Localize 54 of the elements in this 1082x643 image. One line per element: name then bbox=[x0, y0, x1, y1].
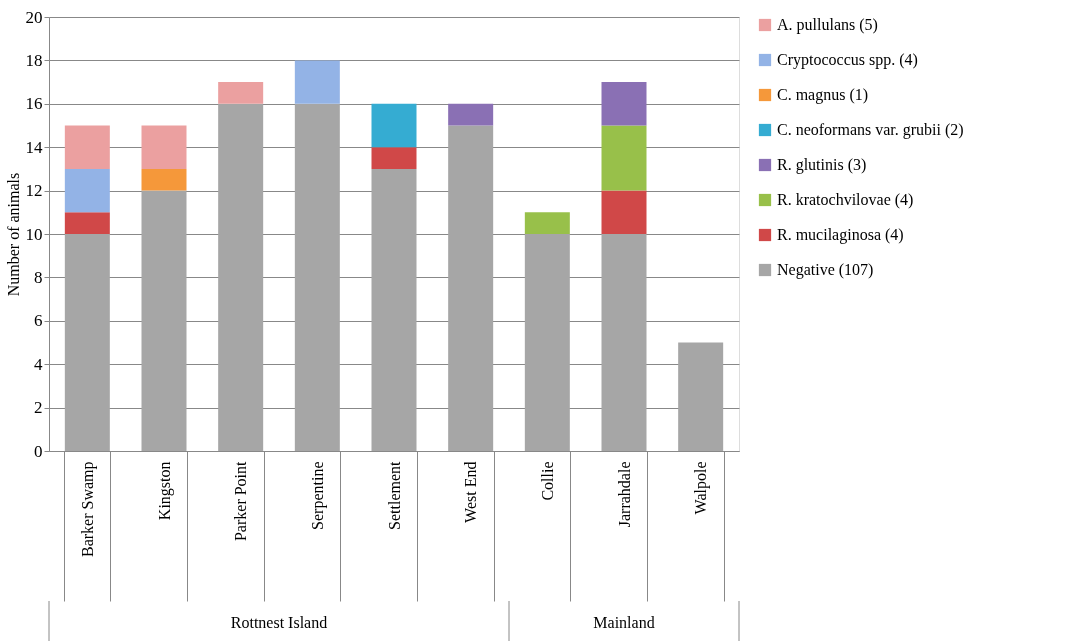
bar bbox=[371, 168, 417, 451]
bar bbox=[294, 103, 340, 451]
legend-label: C. magnus (1) bbox=[777, 86, 869, 104]
y-tick-label: 16 bbox=[25, 94, 43, 114]
text: Mainland bbox=[593, 614, 655, 631]
x-tick-label: West End bbox=[462, 461, 480, 523]
bar bbox=[601, 190, 647, 234]
x-tick-label: Serpentine bbox=[308, 461, 327, 530]
bar bbox=[524, 212, 570, 234]
legend-label: R. kratochvilovae (4) bbox=[777, 191, 914, 209]
text: Rottnest Island bbox=[230, 614, 328, 631]
y-tick-label: 10 bbox=[25, 224, 43, 244]
legend-label: Negative (107) bbox=[777, 261, 874, 279]
legend-label: R. mucilaginosa (4) bbox=[777, 226, 904, 244]
y-tick-label: 18 bbox=[25, 50, 43, 70]
y-tick-label: 0 bbox=[34, 441, 43, 461]
x-tick-label: Jarrahdale bbox=[615, 461, 633, 528]
x-tick-label: Barker Swamp bbox=[78, 461, 97, 558]
x-tick-label: Kingston bbox=[155, 461, 174, 521]
legend-label: C. neoformans var. grubii (2) bbox=[777, 121, 964, 139]
bar bbox=[64, 212, 110, 234]
bar bbox=[371, 103, 417, 148]
legend-label: A. pullulans (5) bbox=[777, 16, 878, 34]
bar bbox=[601, 234, 647, 451]
bar bbox=[64, 125, 110, 169]
bar bbox=[141, 190, 187, 451]
bar bbox=[524, 234, 570, 451]
bar bbox=[601, 82, 647, 126]
bar bbox=[601, 125, 647, 191]
y-axis-title: Number of animals bbox=[4, 172, 22, 297]
y-tick-label: 6 bbox=[34, 311, 43, 331]
y-tick-label: 8 bbox=[34, 267, 43, 287]
legend-label: R. glutinis (3) bbox=[777, 156, 867, 174]
x-tick-label: Walpole bbox=[692, 461, 711, 515]
bar bbox=[218, 103, 264, 451]
bar bbox=[64, 168, 110, 213]
y-tick-label: 2 bbox=[34, 398, 43, 418]
bar bbox=[371, 147, 417, 169]
bar bbox=[294, 60, 340, 104]
bar bbox=[141, 168, 187, 191]
legend-label: Cryptococcus spp. (4) bbox=[777, 51, 918, 69]
bar bbox=[678, 342, 724, 451]
bar bbox=[141, 125, 187, 169]
x-tick-label: Parker Point bbox=[232, 460, 250, 542]
bar bbox=[448, 103, 494, 126]
bar bbox=[218, 82, 264, 104]
x-tick-label: Collie bbox=[538, 461, 556, 501]
y-tick-label: 14 bbox=[25, 137, 43, 157]
bar bbox=[448, 125, 494, 451]
bar bbox=[64, 234, 110, 451]
y-tick-label: 20 bbox=[25, 7, 43, 27]
y-tick-label: 12 bbox=[25, 181, 43, 201]
y-tick-label: 4 bbox=[34, 354, 43, 374]
x-tick-label: Settlement bbox=[385, 460, 403, 530]
